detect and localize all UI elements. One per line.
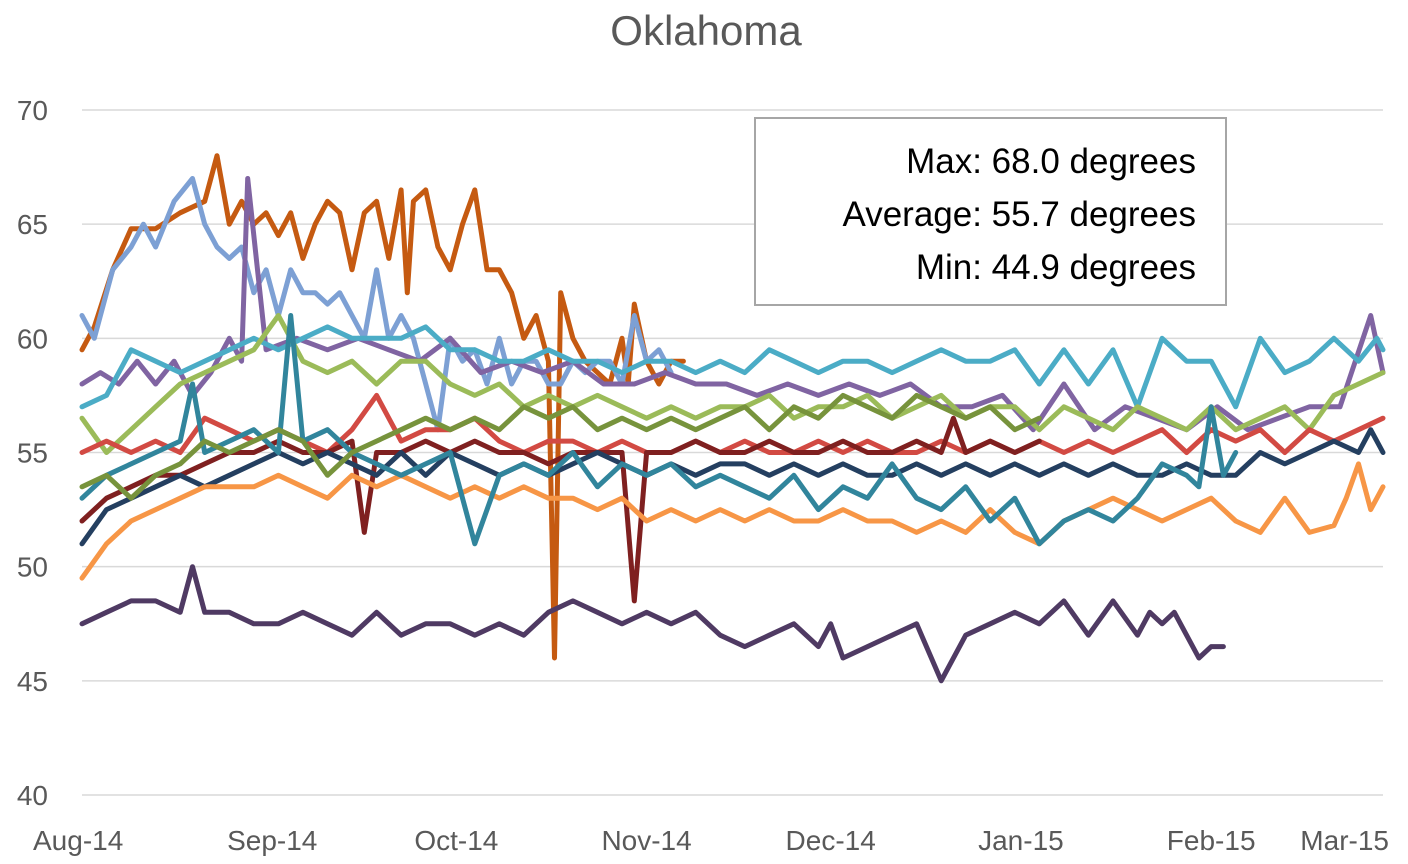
x-tick-label: Aug-14: [33, 825, 123, 856]
annotation-max: Max: 68.0 degrees: [906, 142, 1196, 181]
line-series-5: [79, 313, 1386, 455]
x-tick-label: Oct-14: [414, 825, 498, 856]
line-series-1: [79, 153, 686, 661]
y-tick-label: 55: [17, 438, 48, 469]
x-tick-label: Feb-15: [1167, 825, 1256, 856]
annotation-average: Average: 55.7 degrees: [842, 195, 1196, 234]
y-axis-tick-labels: 40 45 50 55 60 65 70: [17, 95, 48, 811]
x-tick-label: Sep-14: [227, 825, 317, 856]
annotation-min: Min: 44.9 degrees: [916, 248, 1196, 287]
y-tick-label: 45: [17, 666, 48, 697]
series-lines: [79, 153, 1386, 684]
y-tick-label: 60: [17, 323, 48, 354]
line-series-10: [79, 313, 1239, 547]
x-tick-label: Mar-15: [1300, 825, 1389, 856]
annotation-border: [754, 117, 1227, 306]
x-tick-label: Dec-14: [786, 825, 876, 856]
x-axis-tick-labels: Aug-14 Sep-14 Oct-14 Nov-14 Dec-14 Jan-15 Feb-…: [33, 825, 1389, 856]
stats-annotation-box: Max: 68.0 degrees Average: 55.7 degrees …: [754, 117, 1227, 306]
y-tick-label: 40: [17, 780, 48, 811]
chart-title: Oklahoma: [610, 7, 802, 54]
y-tick-label: 70: [17, 95, 48, 126]
line-series-9: [79, 461, 1386, 581]
y-tick-label: 50: [17, 552, 48, 583]
y-tick-label: 65: [17, 209, 48, 240]
line-series-11: [79, 392, 1042, 501]
line-series-3: [79, 176, 1386, 433]
line-series-12: [79, 564, 1226, 684]
x-tick-label: Nov-14: [601, 825, 691, 856]
x-tick-label: Jan-15: [978, 825, 1064, 856]
line-series-8: [79, 427, 1386, 547]
line-series-4: [79, 324, 1386, 410]
